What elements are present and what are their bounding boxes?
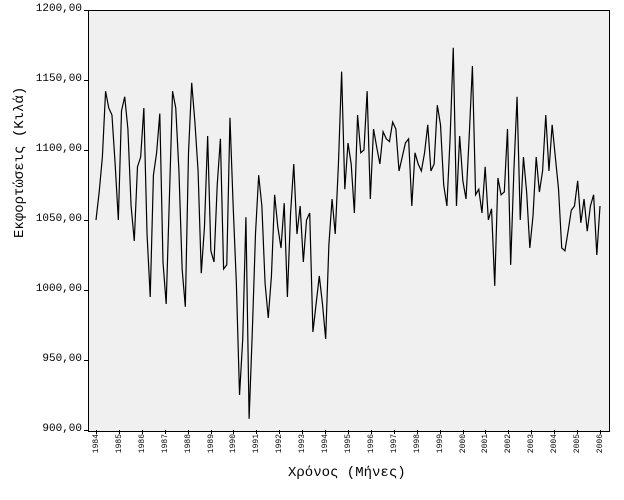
x-tick-label: 2006 xyxy=(596,434,605,453)
x-tick-mark xyxy=(600,430,601,434)
x-tick-mark xyxy=(348,430,349,434)
x-tick-mark xyxy=(485,430,486,434)
x-tick-mark xyxy=(279,430,280,434)
y-tick-label: 1200,00 xyxy=(36,3,82,15)
y-tick-label: 1050,00 xyxy=(36,213,82,225)
x-tick-mark xyxy=(463,430,464,434)
x-tick-mark xyxy=(188,430,189,434)
x-tick-label: 1995 xyxy=(344,434,353,453)
x-tick-mark xyxy=(577,430,578,434)
y-axis-label: Εκφορτώσεις (Κιλά) xyxy=(12,198,28,238)
x-tick-label: 2001 xyxy=(481,434,490,453)
x-tick-label: 1990 xyxy=(229,434,238,453)
x-tick-mark xyxy=(233,430,234,434)
x-tick-label: 2004 xyxy=(550,434,559,453)
x-tick-mark xyxy=(165,430,166,434)
y-tick-mark xyxy=(84,430,88,431)
x-tick-label: 1997 xyxy=(390,434,399,453)
y-tick-label: 950,00 xyxy=(42,353,82,365)
x-tick-mark xyxy=(531,430,532,434)
x-tick-mark xyxy=(394,430,395,434)
x-tick-label: 1991 xyxy=(252,434,261,453)
x-tick-mark xyxy=(119,430,120,434)
x-tick-label: 1988 xyxy=(184,434,193,453)
x-tick-mark xyxy=(142,430,143,434)
x-tick-label: 2005 xyxy=(573,434,582,453)
x-tick-label: 1999 xyxy=(436,434,445,453)
x-tick-mark xyxy=(371,430,372,434)
x-tick-label: 1984 xyxy=(92,434,101,453)
data-line xyxy=(96,48,600,419)
y-tick-mark xyxy=(84,10,88,11)
y-tick-label: 1000,00 xyxy=(36,283,82,295)
x-tick-label: 1989 xyxy=(207,434,216,453)
x-tick-label: 1992 xyxy=(275,434,284,453)
y-tick-label: 900,00 xyxy=(42,423,82,435)
x-tick-label: 2000 xyxy=(459,434,468,453)
y-tick-label: 1150,00 xyxy=(36,73,82,85)
x-tick-label: 1987 xyxy=(161,434,170,453)
y-tick-label: 1100,00 xyxy=(36,143,82,155)
x-tick-mark xyxy=(302,430,303,434)
x-tick-label: 1993 xyxy=(298,434,307,453)
x-tick-label: 2002 xyxy=(504,434,513,453)
y-tick-mark xyxy=(84,220,88,221)
x-tick-mark xyxy=(417,430,418,434)
chart-container: Εκφορτώσεις (Κιλά) Χρόνος (Μήνες) 900,00… xyxy=(0,0,624,500)
x-tick-mark xyxy=(440,430,441,434)
x-tick-mark xyxy=(211,430,212,434)
y-tick-mark xyxy=(84,290,88,291)
x-tick-mark xyxy=(554,430,555,434)
y-tick-mark xyxy=(84,150,88,151)
x-tick-label: 1986 xyxy=(138,434,147,453)
x-tick-mark xyxy=(325,430,326,434)
x-tick-label: 2003 xyxy=(527,434,536,453)
x-tick-mark xyxy=(508,430,509,434)
x-tick-label: 1994 xyxy=(321,434,330,453)
x-tick-mark xyxy=(256,430,257,434)
x-axis-label: Χρόνος (Μήνες) xyxy=(288,465,406,481)
x-tick-label: 1985 xyxy=(115,434,124,453)
x-tick-label: 1996 xyxy=(367,434,376,453)
y-tick-mark xyxy=(84,360,88,361)
x-tick-mark xyxy=(96,430,97,434)
line-series xyxy=(0,0,624,500)
y-tick-mark xyxy=(84,80,88,81)
x-tick-label: 1998 xyxy=(413,434,422,453)
